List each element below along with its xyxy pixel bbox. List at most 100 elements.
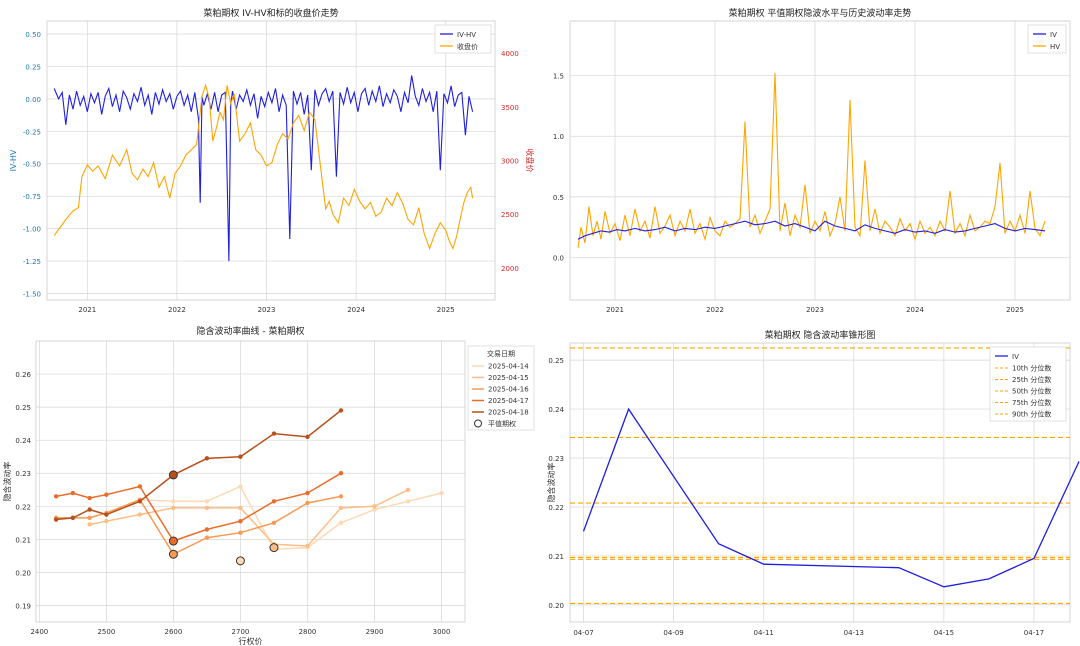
atm-marker <box>269 543 279 553</box>
y-tick-label: 0.22 <box>548 504 564 512</box>
x-tick-label: 04-15 <box>934 629 954 637</box>
smile-point <box>405 499 411 504</box>
x-tick-label: 2025 <box>437 306 455 314</box>
smile-point <box>271 520 277 526</box>
smile-line-2025-04-18 <box>56 409 342 521</box>
y-tick-label: 0.25 <box>15 404 31 412</box>
y-tick-label: -1.50 <box>23 291 41 299</box>
chart-title-3: 菜粕期权 隐含波动率锥形图 <box>765 329 876 341</box>
smile-point <box>338 520 344 526</box>
x-tick-label: 2600 <box>165 628 183 636</box>
legend-label: 2025-04-16 <box>488 386 529 394</box>
x-tick-label: 2023 <box>258 306 276 314</box>
smile-point <box>87 495 92 501</box>
y-tick-label: -1.25 <box>23 258 41 266</box>
y-tick-label: -0.25 <box>23 128 41 136</box>
y-tick-label: 0.26 <box>15 371 31 379</box>
series-line-close-price <box>53 83 474 251</box>
legend-box <box>467 345 535 431</box>
legend-label-iv: IV <box>1050 31 1057 39</box>
smile-point <box>87 522 92 527</box>
smile-point <box>305 434 310 440</box>
smile-point <box>204 535 210 540</box>
y-tick-label: 0.00 <box>25 96 41 104</box>
x-tick-label: 2900 <box>366 628 384 636</box>
legend-label-p75: 75th 分位数 <box>1012 398 1051 407</box>
x-tick-label: 04-07 <box>573 629 593 637</box>
y-axis-label: 隐含波动率 <box>2 462 12 502</box>
y-tick-label: 0.21 <box>548 553 564 561</box>
y-tick-label: -0.50 <box>23 161 41 169</box>
legend-box <box>434 24 492 54</box>
atm-marker <box>168 470 178 480</box>
x-tick-label: 2024 <box>347 306 365 314</box>
x-tick-label: 2800 <box>299 628 317 636</box>
x-tick-label: 2500 <box>97 628 115 636</box>
smile-point <box>137 484 143 489</box>
smile-point <box>171 499 176 504</box>
y-tick-label: 0.0 <box>553 255 564 263</box>
legend-box <box>1027 24 1067 54</box>
legend-label-iv: IV <box>1012 353 1019 361</box>
legend-label-hv: HV <box>1050 43 1060 51</box>
smile-point <box>305 490 310 496</box>
smile-point <box>238 505 243 511</box>
smile-point <box>204 456 210 461</box>
x-tick-label: 3000 <box>433 628 451 636</box>
x-tick-label: 2024 <box>906 306 924 314</box>
smile-line-2025-04-15 <box>89 489 409 547</box>
y-tick-label: 0.25 <box>548 357 564 365</box>
plot-frame-1 <box>569 20 1071 301</box>
x-tick-label: 04-13 <box>844 629 864 637</box>
smile-point <box>204 527 210 532</box>
smile-line-2025-04-17 <box>55 472 342 542</box>
y2-axis-label: 收盘价 <box>525 149 535 173</box>
smile-point <box>238 530 243 535</box>
legend-label-iv-hv: IV-HV <box>457 31 476 39</box>
y-tick-label: 0.24 <box>15 437 31 445</box>
smile-point <box>70 515 76 521</box>
x-tick-label: 04-11 <box>754 629 774 637</box>
atm-marker <box>235 556 245 566</box>
legend-label-p50: 50th 分位数 <box>1012 387 1051 396</box>
y-tick-label: 0.25 <box>25 63 41 71</box>
smile-point <box>338 505 344 511</box>
y2-tick-label: 2500 <box>501 211 519 219</box>
x-tick-label: 2021 <box>78 306 96 314</box>
legend-label: 2025-04-18 <box>488 409 529 417</box>
smile-point <box>70 490 76 496</box>
x-tick-label: 2022 <box>706 306 724 314</box>
y-tick-label: 0.22 <box>15 503 31 511</box>
y2-tick-label: 2000 <box>501 265 519 273</box>
chart-title-0: 菜粕期权 IV-HV和标的收盘价走势 <box>203 7 338 19</box>
legend-title: 交易日期 <box>487 349 515 358</box>
smile-point <box>87 515 92 521</box>
y-tick-label: 0.21 <box>15 536 31 544</box>
smile-point <box>338 494 344 499</box>
y-axis-label: 隐含波动率 <box>546 463 556 503</box>
plot-frame-3 <box>569 342 1071 623</box>
smile-point <box>171 505 176 511</box>
smile-point <box>372 504 377 509</box>
y-tick-label: 0.20 <box>15 569 31 577</box>
smile-point <box>87 507 92 512</box>
y-axis-label: IV-HV <box>9 149 18 171</box>
smile-point <box>338 471 344 476</box>
y-tick-label: -1.00 <box>23 226 41 234</box>
legend-label: 2025-04-15 <box>488 374 529 382</box>
legend-label-atm: 平值期权 <box>488 419 516 428</box>
plot-frame-2 <box>35 340 466 623</box>
series-line-hv <box>577 73 1046 248</box>
smile-point <box>53 494 59 499</box>
y-tick-label: 0.23 <box>15 470 31 478</box>
smile-point <box>238 454 243 459</box>
x-tick-label: 04-09 <box>663 629 683 637</box>
y-tick-label: 0.24 <box>548 406 564 414</box>
series-line-iv-hv <box>53 75 474 262</box>
legend-swatch-atm <box>474 419 482 428</box>
chart-title-2: 隐含波动率曲线 - 菜粕期权 <box>197 325 305 337</box>
x-axis-label: 行权价 <box>239 636 263 646</box>
y-tick-label: -0.75 <box>23 193 41 201</box>
y-tick-label: 1.0 <box>553 133 564 141</box>
